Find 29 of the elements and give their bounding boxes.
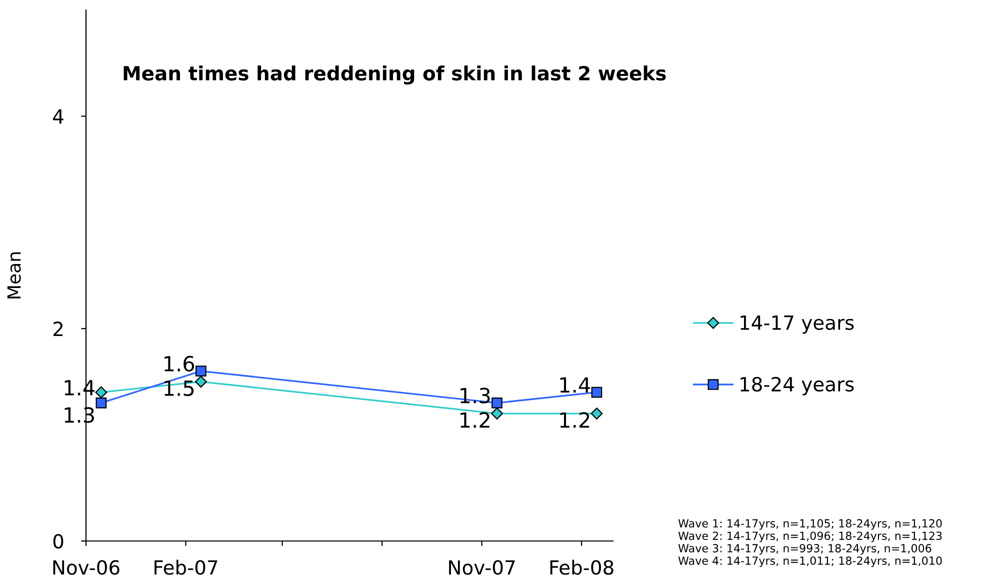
point: [492, 398, 502, 408]
x-tick-label: Nov-07: [449, 560, 515, 575]
data-label: 1.2: [460, 412, 490, 428]
data-label: 1.2: [560, 412, 590, 428]
text: Wave 4: 14-17yrs, n=1,011; 18-24yrs, n=1,010: [678, 556, 942, 568]
point: [491, 408, 503, 420]
y-axis-title: Mean: [7, 252, 21, 298]
data-label: 1.3: [460, 388, 490, 404]
y-tick-label: 4: [53, 109, 64, 124]
x-tick-label: Feb-07: [154, 560, 218, 575]
data-label: 1.4: [560, 377, 590, 393]
y-tick-label: 2: [54, 322, 63, 336]
point: [96, 398, 107, 408]
legend-label: 14-17 years: [740, 316, 854, 334]
x-tick-label: Nov-06: [53, 560, 120, 575]
point: [196, 366, 206, 376]
legend-label: 18-24 years: [740, 376, 854, 396]
x-tick-label: Feb-08: [550, 560, 614, 575]
point: [95, 386, 108, 398]
text: Wave 1: 14-17yrs, n=1,105; 18-24yrs, n=1,120: [678, 519, 942, 530]
data-label: 1.6: [164, 356, 194, 372]
text: Wave 3: 14-17yrs, n=993; 18-24yrs, n=1,006: [678, 544, 932, 555]
y-tick-label: 0: [53, 534, 64, 549]
text: Wave 2: 14-17yrs, n=1,096; 18-24yrs, n=1,123: [678, 532, 942, 542]
point: [591, 386, 602, 398]
point: [590, 408, 603, 420]
text: Mean times had reddening of skin in last 2 weeks: [124, 66, 666, 84]
data-label: 1.5: [164, 380, 194, 396]
point: [194, 376, 207, 388]
